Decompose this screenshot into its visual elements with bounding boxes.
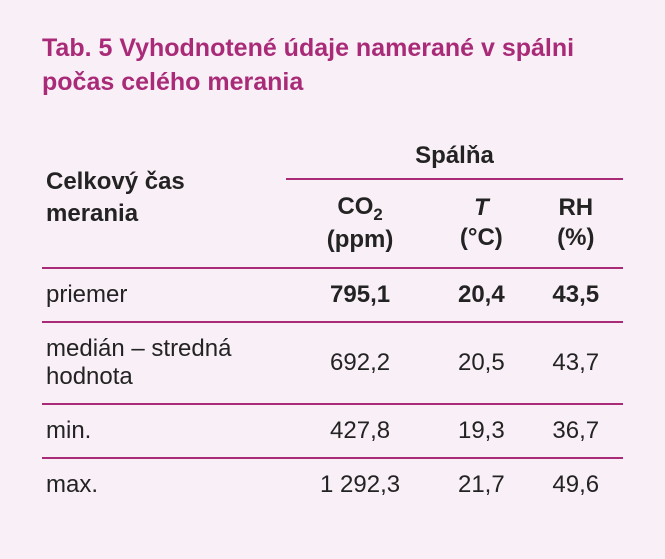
table-row: priemer 795,1 20,4 43,5 [42, 268, 623, 322]
row-label: min. [42, 404, 286, 458]
col-unit-rh: (%) [535, 223, 617, 253]
table-row: max. 1 292,3 21,7 49,6 [42, 458, 623, 511]
col-label-co2: CO [337, 193, 373, 220]
table-row: medián – stredná hodnota 692,2 20,5 43,7 [42, 322, 623, 404]
col-label-rh: RH [558, 194, 593, 221]
cell: 21,7 [434, 458, 528, 511]
cell: 43,7 [529, 322, 623, 404]
col-header-co2: CO2 (ppm) [286, 179, 434, 269]
data-table: Celkový čas merania Spálňa CO2 (ppm) T (… [42, 130, 623, 512]
cell: 20,5 [434, 322, 528, 404]
col-unit-co2: (ppm) [292, 225, 428, 255]
cell: 43,5 [529, 268, 623, 322]
col-unit-t: (°C) [440, 223, 522, 253]
row-label: priemer [42, 268, 286, 322]
cell: 1 292,3 [286, 458, 434, 511]
cell: 692,2 [286, 322, 434, 404]
table-row: min. 427,8 19,3 36,7 [42, 404, 623, 458]
col-sub-co2: 2 [373, 204, 382, 223]
col-header-rh: RH (%) [529, 179, 623, 269]
cell: 36,7 [529, 404, 623, 458]
col-label-t: T [474, 194, 489, 221]
row-label: medián – stredná hodnota [42, 322, 286, 404]
cell: 20,4 [434, 268, 528, 322]
super-header: Spálňa [286, 130, 623, 179]
rowlabel-header: Celkový čas merania [42, 130, 286, 269]
rowlabel-header-text: Celkový čas merania [46, 168, 185, 227]
cell: 19,3 [434, 404, 528, 458]
col-header-t: T (°C) [434, 179, 528, 269]
cell: 49,6 [529, 458, 623, 511]
row-label: max. [42, 458, 286, 511]
table-caption: Tab. 5 Vyhodnotené údaje namerané v spál… [42, 32, 623, 100]
cell: 427,8 [286, 404, 434, 458]
cell: 795,1 [286, 268, 434, 322]
